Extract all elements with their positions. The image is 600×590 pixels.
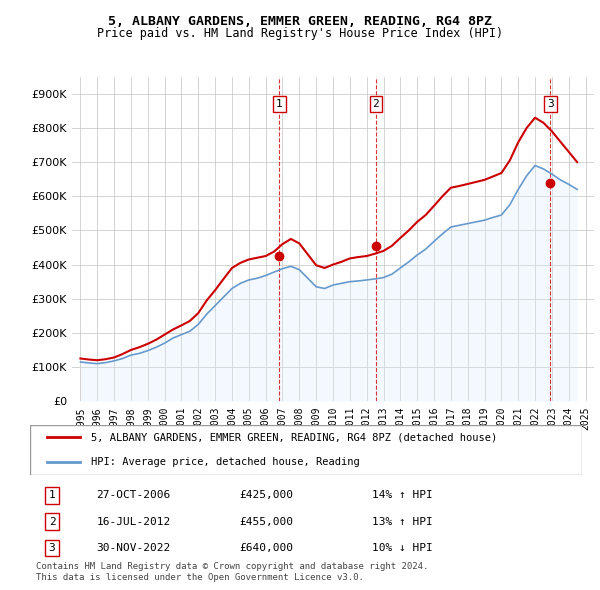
Text: Price paid vs. HM Land Registry's House Price Index (HPI): Price paid vs. HM Land Registry's House … — [97, 27, 503, 40]
Text: 1: 1 — [276, 99, 283, 109]
Text: 2: 2 — [49, 517, 55, 527]
Text: £640,000: £640,000 — [240, 543, 294, 553]
Text: 2: 2 — [373, 99, 379, 109]
Text: 13% ↑ HPI: 13% ↑ HPI — [372, 517, 433, 527]
Text: 1: 1 — [49, 490, 55, 500]
Text: 14% ↑ HPI: 14% ↑ HPI — [372, 490, 433, 500]
Text: £455,000: £455,000 — [240, 517, 294, 527]
FancyBboxPatch shape — [30, 425, 582, 475]
Text: 5, ALBANY GARDENS, EMMER GREEN, READING, RG4 8PZ (detached house): 5, ALBANY GARDENS, EMMER GREEN, READING,… — [91, 432, 497, 442]
Text: £425,000: £425,000 — [240, 490, 294, 500]
Text: Contains HM Land Registry data © Crown copyright and database right 2024.: Contains HM Land Registry data © Crown c… — [36, 562, 428, 571]
Text: 16-JUL-2012: 16-JUL-2012 — [96, 517, 170, 527]
Text: 3: 3 — [49, 543, 55, 553]
Text: 5, ALBANY GARDENS, EMMER GREEN, READING, RG4 8PZ: 5, ALBANY GARDENS, EMMER GREEN, READING,… — [108, 15, 492, 28]
Text: This data is licensed under the Open Government Licence v3.0.: This data is licensed under the Open Gov… — [36, 573, 364, 582]
Text: 10% ↓ HPI: 10% ↓ HPI — [372, 543, 433, 553]
Text: HPI: Average price, detached house, Reading: HPI: Average price, detached house, Read… — [91, 457, 359, 467]
Text: 3: 3 — [547, 99, 554, 109]
Text: 27-OCT-2006: 27-OCT-2006 — [96, 490, 170, 500]
Text: 30-NOV-2022: 30-NOV-2022 — [96, 543, 170, 553]
